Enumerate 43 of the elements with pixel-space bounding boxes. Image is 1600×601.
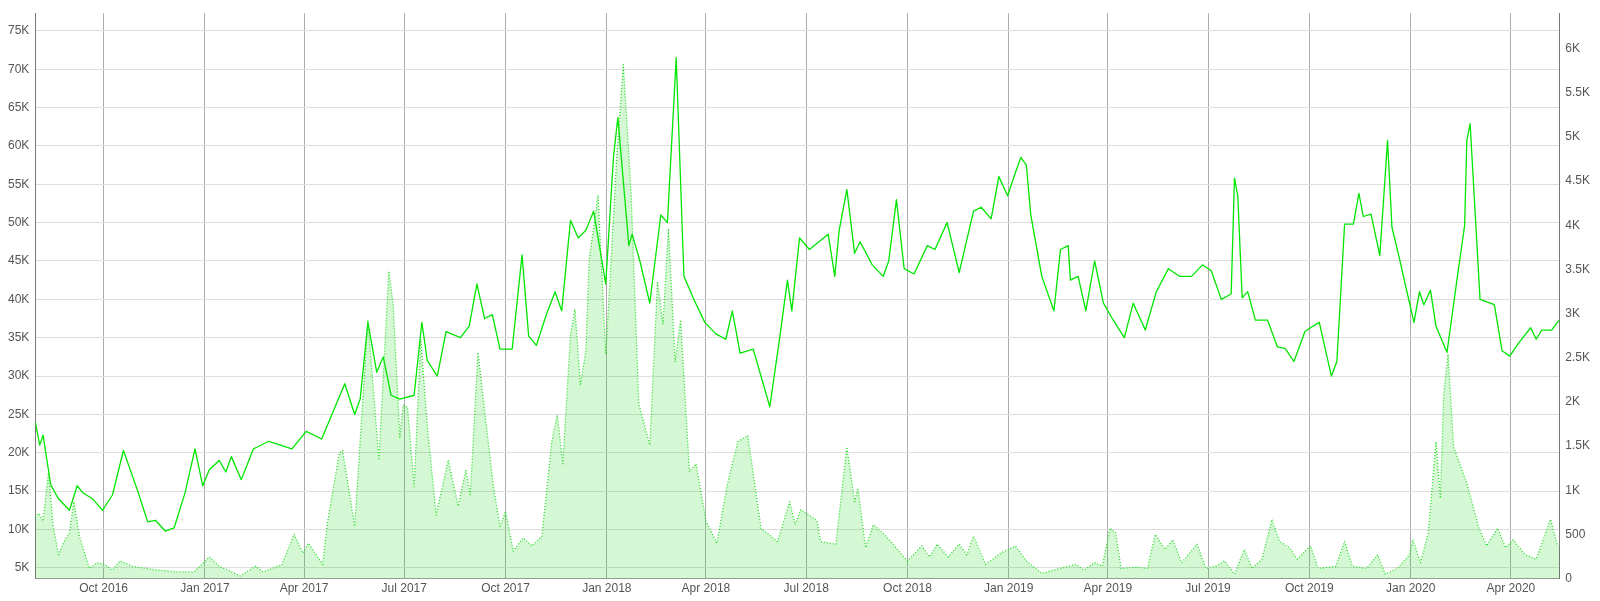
y-tick-label: 10K [7,521,30,536]
y2-tick-label: 5K [1565,129,1580,144]
x-tick-label: Jul 2019 [1185,581,1232,596]
y2-tick-label: 4.5K [1565,173,1590,188]
y-tick-label: 40K [7,291,30,306]
y2-tick-label: 0 [1565,570,1573,585]
y-tick-label: 35K [7,330,30,345]
x-tick-label: Jul 2017 [381,581,428,596]
y-tick-label: 55K [7,176,30,191]
y2-tick-label: 2K [1565,394,1580,409]
y-tick-label: 25K [7,406,30,421]
x-tick-label: Oct 2018 [883,581,933,596]
y-tick-label: 20K [7,445,30,460]
y-tick-label: 60K [7,138,30,153]
x-tick-label: Oct 2019 [1285,581,1335,596]
y-tick-label: 45K [7,253,30,268]
y2-tick-label: 6K [1565,40,1580,55]
y2-tick-label: 3K [1565,305,1580,320]
x-tick-label: Apr 2018 [681,581,731,596]
y-tick-label: 50K [7,214,30,229]
y-tick-label: 70K [7,61,30,76]
x-tick-label: Apr 2019 [1083,581,1133,596]
y2-tick-label: 2.5K [1565,350,1590,365]
x-tick-label: Oct 2016 [79,581,129,596]
x-tick-label: Jan 2019 [984,581,1034,596]
y2-tick-label: 500 [1565,526,1586,541]
x-tick-label: Apr 2017 [279,581,329,596]
y2-tick-label: 1.5K [1565,438,1590,453]
y-tick-label: 75K [7,23,30,38]
x-tick-label: Oct 2017 [481,581,531,596]
y2-tick-label: 1K [1565,482,1580,497]
y2-tick-label: 5.5K [1565,85,1590,100]
x-tick-label: Jan 2020 [1385,581,1436,596]
y-tick-label: 30K [7,368,30,383]
y-tick-label: 65K [7,99,30,114]
x-tick-label: Jul 2018 [783,581,830,596]
x-tick-label: Jan 2018 [582,581,632,596]
x-tick-label: Apr 2020 [1486,581,1536,596]
y2-tick-label: 4K [1565,217,1580,232]
x-tick-label: Jan 2017 [180,581,230,596]
y-tick-label: 15K [7,483,30,498]
y2-tick-label: 3.5K [1565,261,1590,276]
y-tick-label: 5K [14,560,30,575]
